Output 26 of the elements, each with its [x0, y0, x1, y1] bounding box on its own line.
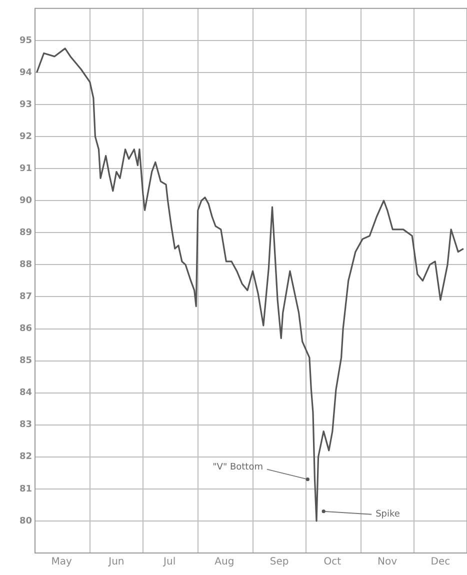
x-tick-label: Dec	[430, 556, 450, 568]
x-tick-label: Aug	[214, 556, 234, 568]
y-tick-label: 83	[19, 420, 32, 430]
y-tick-label: 89	[19, 228, 32, 238]
y-tick-label: 84	[19, 388, 32, 398]
y-tick-label: 93	[19, 100, 32, 110]
x-tick-label: Nov	[378, 556, 398, 568]
x-tick-label: May	[51, 556, 72, 568]
y-tick-label: 91	[19, 164, 32, 174]
y-tick-label: 92	[19, 132, 32, 142]
y-tick-label: 80	[19, 516, 32, 526]
x-tick-label: Jun	[108, 556, 124, 568]
y-tick-label: 90	[19, 196, 32, 206]
y-tick-label: 81	[19, 484, 32, 494]
y-tick-label: 95	[19, 36, 32, 46]
y-tick-label: 86	[19, 324, 32, 334]
y-tick-label: 88	[19, 260, 32, 270]
y-tick-label: 85	[19, 356, 32, 366]
x-tick-label: Sep	[270, 556, 289, 568]
annotation: "V" Bottom	[212, 462, 263, 473]
x-tick-label: Jul	[162, 556, 176, 568]
y-tick-label: 82	[19, 452, 32, 462]
y-tick-label: 87	[19, 292, 32, 302]
x-tick-label: Oct	[324, 556, 342, 568]
annotation: Spike	[376, 510, 400, 520]
y-tick-label: 94	[19, 68, 32, 78]
